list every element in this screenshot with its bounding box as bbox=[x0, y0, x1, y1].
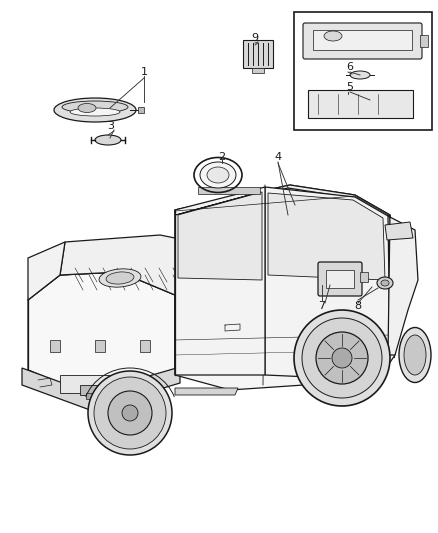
Bar bbox=[326, 270, 354, 288]
Bar bbox=[50, 340, 60, 352]
Bar bbox=[198, 187, 260, 194]
Bar bbox=[95, 340, 105, 352]
Text: 5: 5 bbox=[346, 82, 353, 92]
Polygon shape bbox=[60, 235, 225, 295]
Text: 8: 8 bbox=[354, 301, 361, 311]
Bar bbox=[60, 375, 115, 393]
Ellipse shape bbox=[381, 280, 389, 286]
Polygon shape bbox=[22, 367, 180, 410]
Circle shape bbox=[302, 318, 382, 398]
Polygon shape bbox=[28, 242, 65, 300]
Ellipse shape bbox=[324, 31, 342, 41]
Text: 2: 2 bbox=[219, 152, 226, 162]
Circle shape bbox=[294, 310, 390, 406]
Bar bbox=[294, 12, 432, 130]
FancyBboxPatch shape bbox=[318, 262, 362, 296]
Polygon shape bbox=[175, 187, 265, 375]
Circle shape bbox=[316, 332, 368, 384]
Text: 6: 6 bbox=[346, 62, 353, 72]
Ellipse shape bbox=[399, 327, 431, 383]
Ellipse shape bbox=[54, 98, 136, 122]
Bar bbox=[140, 340, 150, 352]
Bar bbox=[420, 35, 428, 47]
Ellipse shape bbox=[99, 269, 141, 287]
Bar bbox=[313, 30, 412, 50]
FancyBboxPatch shape bbox=[303, 23, 422, 59]
Ellipse shape bbox=[404, 335, 426, 375]
Bar bbox=[86, 393, 102, 399]
Polygon shape bbox=[175, 185, 390, 218]
Circle shape bbox=[94, 377, 166, 449]
Circle shape bbox=[122, 405, 138, 421]
Bar bbox=[138, 107, 144, 113]
Ellipse shape bbox=[78, 103, 96, 112]
Circle shape bbox=[88, 371, 172, 455]
Ellipse shape bbox=[350, 71, 370, 79]
Circle shape bbox=[108, 391, 152, 435]
Polygon shape bbox=[175, 185, 395, 390]
Circle shape bbox=[332, 348, 352, 368]
Polygon shape bbox=[385, 222, 413, 240]
Ellipse shape bbox=[200, 162, 236, 188]
Text: 3: 3 bbox=[107, 121, 114, 131]
Polygon shape bbox=[178, 192, 262, 280]
Text: 4: 4 bbox=[275, 152, 282, 162]
Polygon shape bbox=[268, 193, 385, 280]
Polygon shape bbox=[388, 215, 418, 355]
Text: 1: 1 bbox=[141, 67, 148, 77]
Ellipse shape bbox=[62, 101, 128, 113]
Polygon shape bbox=[28, 272, 175, 395]
Polygon shape bbox=[175, 192, 260, 215]
Polygon shape bbox=[265, 187, 390, 380]
FancyBboxPatch shape bbox=[308, 90, 413, 118]
Text: 9: 9 bbox=[251, 33, 258, 43]
Polygon shape bbox=[175, 388, 238, 395]
Ellipse shape bbox=[70, 108, 120, 116]
Ellipse shape bbox=[377, 277, 393, 289]
Ellipse shape bbox=[95, 135, 121, 145]
Bar bbox=[252, 68, 264, 73]
Ellipse shape bbox=[207, 167, 229, 183]
Bar bbox=[360, 272, 368, 282]
Text: 7: 7 bbox=[318, 301, 325, 311]
Bar bbox=[80, 385, 108, 395]
Bar bbox=[243, 40, 273, 68]
Ellipse shape bbox=[106, 272, 134, 284]
